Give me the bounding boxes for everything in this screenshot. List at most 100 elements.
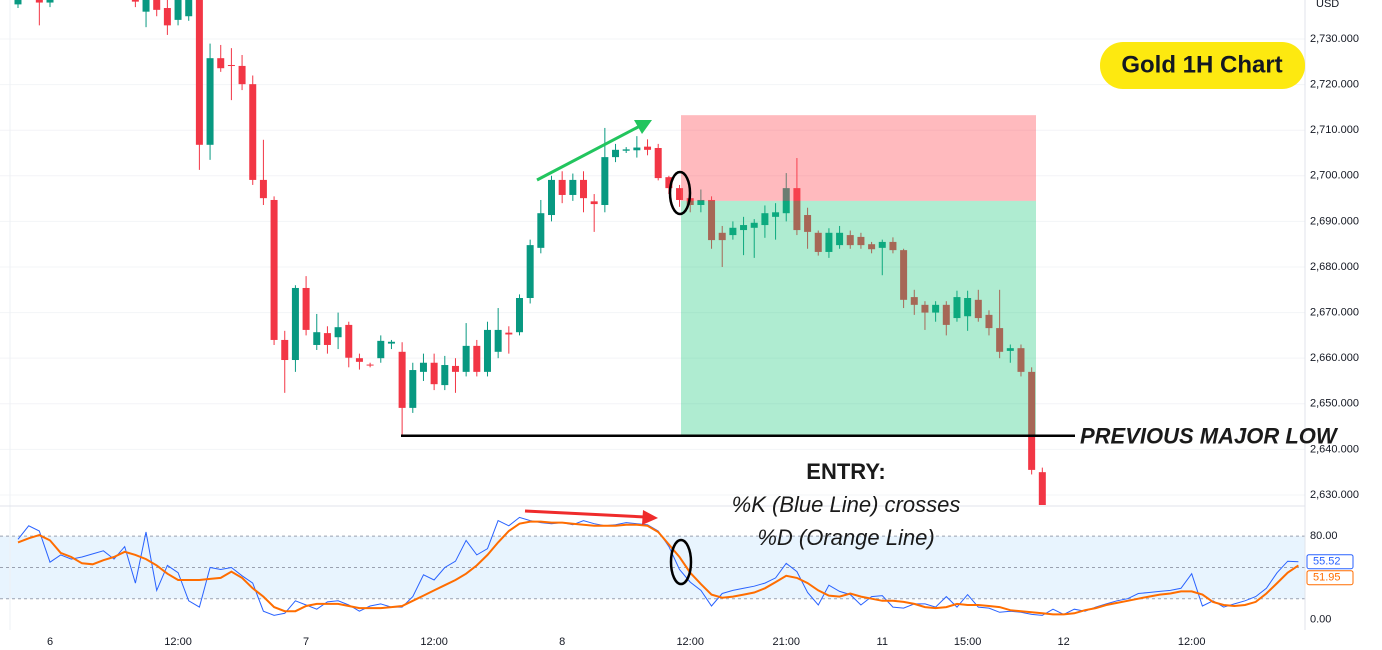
candle-body (644, 146, 652, 150)
x-tick-label: 6 (47, 636, 53, 648)
x-tick-label: 12:00 (420, 636, 448, 648)
candle-body (889, 241, 897, 251)
y-tick-label: 2,680.000 (1310, 261, 1359, 273)
candle-body (249, 84, 257, 180)
x-tick-label: 12:00 (1178, 636, 1206, 648)
candle-body (740, 225, 748, 231)
x-tick-label: 11 (877, 636, 888, 648)
candle-body (750, 222, 758, 228)
candle-body (131, 0, 139, 2)
y-tick-label: 0.00 (1310, 613, 1331, 625)
candle-body (366, 364, 374, 366)
candle-body (153, 0, 161, 10)
candle-body (974, 299, 982, 319)
y-tick-label: 2,670.000 (1310, 306, 1359, 318)
green-arrow (536, 120, 652, 182)
candle-body (462, 345, 470, 372)
y-tick-label: 2,720.000 (1310, 79, 1359, 91)
candle-body (409, 370, 417, 408)
candle-body (505, 332, 513, 335)
candle-body (932, 304, 940, 313)
highlight-circle (668, 170, 692, 216)
candle-body (729, 227, 737, 236)
candle-body (996, 328, 1004, 352)
candle-body (708, 199, 716, 241)
candle-body (206, 58, 214, 145)
candle-body (473, 345, 481, 372)
candle-body (590, 201, 598, 205)
candle-body (302, 287, 310, 330)
candle-body (195, 0, 203, 145)
candle-body (782, 188, 790, 214)
x-tick-label: 12:00 (676, 636, 704, 648)
candle-body (910, 297, 918, 305)
stop-zone (681, 115, 1036, 201)
candle-body (846, 235, 854, 246)
candle-body (964, 298, 972, 317)
candle-body (921, 304, 929, 313)
x-tick-label: 15:00 (954, 636, 982, 648)
candle-body (355, 358, 363, 362)
candle-body (1006, 348, 1014, 351)
candle-body (270, 199, 278, 340)
candle-body (953, 297, 961, 319)
y-tick-label: 2,650.000 (1310, 398, 1359, 410)
y-tick-label: 80.00 (1310, 530, 1338, 542)
axes: 2,630.000 2,640.000 2,650.000 2,660.000 2,67… (47, 33, 1359, 648)
candle-body (419, 362, 427, 372)
candle-body (451, 365, 459, 372)
candle-body (1038, 472, 1046, 505)
last-value-label: 51.95 (1313, 572, 1341, 584)
candle-body (537, 213, 545, 248)
candle-body (238, 65, 246, 85)
candle-body (1028, 371, 1036, 470)
candle-body (836, 232, 844, 246)
candle-body (857, 236, 865, 246)
y-tick-label: 2,690.000 (1310, 215, 1359, 227)
candle-body (259, 179, 267, 199)
candle-body (654, 147, 662, 179)
level-band (0, 536, 1305, 599)
x-tick-label: 21:00 (772, 636, 800, 648)
title-badge (1100, 42, 1305, 89)
candle-body (377, 340, 385, 359)
candle-body (142, 0, 150, 12)
candle-body (35, 0, 43, 3)
candle-body (761, 213, 769, 226)
highlight-circle (669, 538, 693, 586)
last-value-box (1306, 570, 1354, 586)
candle-body (622, 149, 630, 151)
candle-body (345, 324, 353, 358)
candle-body (601, 157, 609, 205)
candle-body (676, 188, 684, 200)
y-tick-label: 2,630.000 (1310, 489, 1359, 501)
candle-body (217, 58, 225, 69)
y-tick-label: 2,730.000 (1310, 33, 1359, 45)
candle-body (483, 329, 491, 372)
entry-text: %K (Blue Line) crosses (732, 492, 961, 517)
last-value-box (1306, 554, 1354, 570)
candle-body (825, 232, 833, 252)
candle-body (185, 0, 193, 17)
y-tick-label: 2,660.000 (1310, 352, 1359, 364)
candle-body (985, 314, 993, 329)
stochastic-pane (0, 516, 1305, 616)
candle-body (281, 339, 289, 361)
candle-body (569, 179, 577, 195)
target-zone (681, 200, 1036, 436)
candle-body (163, 8, 171, 26)
x-tick-label: 12 (1058, 636, 1070, 648)
x-tick-label: 12:00 (164, 636, 192, 648)
candle-body (430, 362, 438, 385)
candle-body (612, 149, 620, 158)
indicator-line (17, 520, 1299, 616)
candle-body (942, 304, 950, 325)
chart-title: Gold 1H Chart (1121, 51, 1282, 78)
y-tick-label: 2,710.000 (1310, 124, 1359, 136)
candle-body (174, 0, 182, 20)
candle-body (558, 179, 566, 195)
level-label: PREVIOUS MAJOR LOW (1080, 424, 1339, 449)
candle-body (227, 65, 235, 67)
x-tick-label: 7 (303, 636, 309, 648)
